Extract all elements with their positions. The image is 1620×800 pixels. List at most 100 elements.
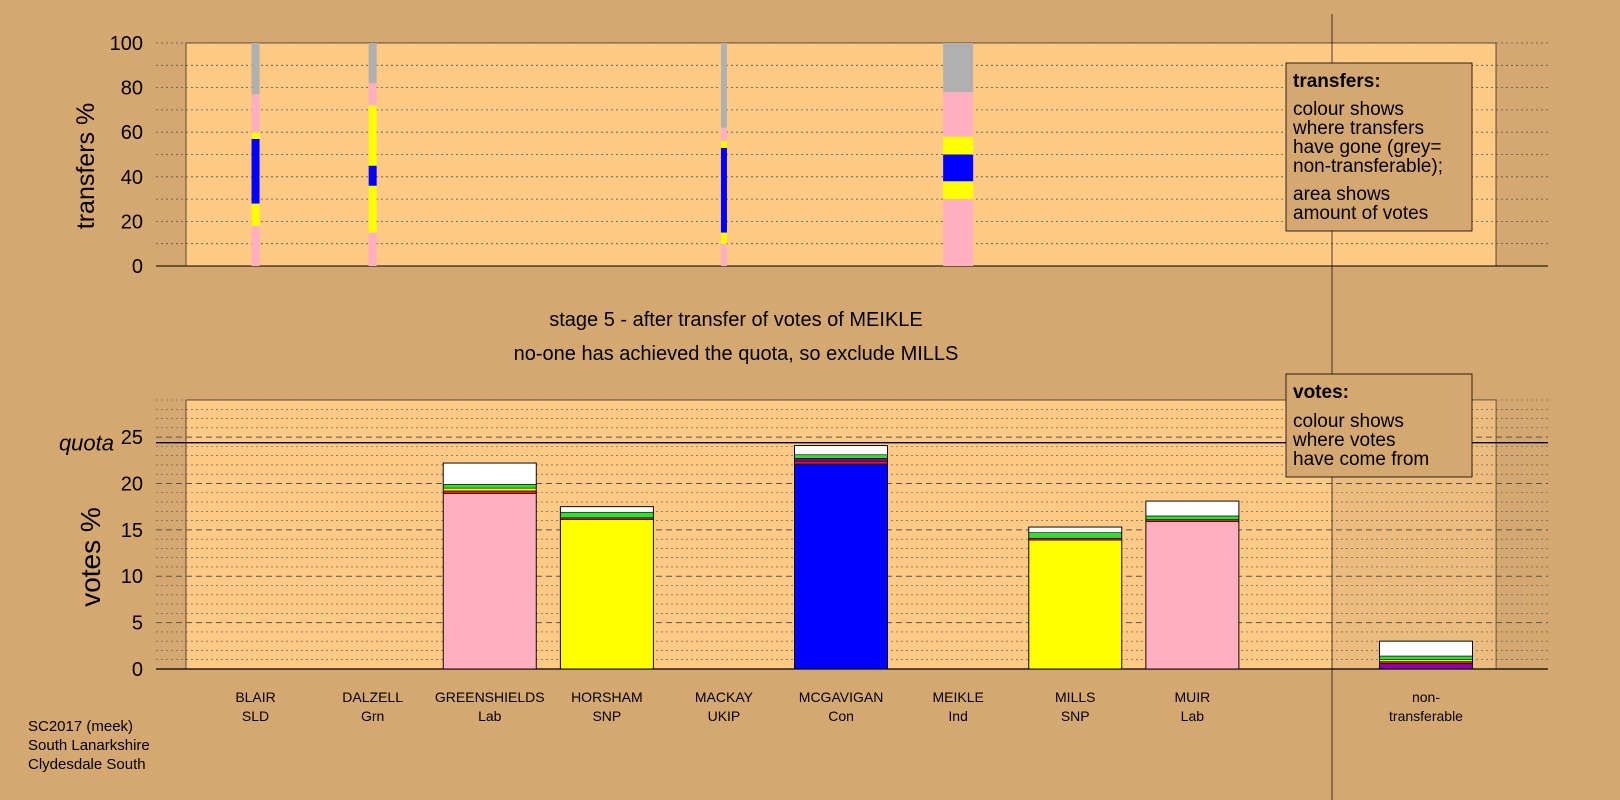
votes-legend-box	[1285, 373, 1473, 478]
transfers-chart: 0 20 40 60 80 100 transfers %	[72, 33, 1548, 278]
transfer-segment	[943, 154, 974, 182]
transfer-segment	[368, 43, 377, 84]
vote-segment	[1379, 640, 1473, 657]
vote-segment	[560, 519, 654, 670]
votes-tick-label: 0	[132, 659, 143, 681]
vote-bar-mcgavigan	[794, 445, 888, 670]
transfers-legend-line: area shows	[1293, 184, 1390, 205]
transfers-legend-line: colour shows	[1293, 99, 1404, 120]
transfers-legend-title: transfers:	[1293, 71, 1381, 92]
transfer-segment	[368, 165, 377, 186]
transfer-segment	[251, 138, 260, 204]
vote-segment	[1145, 500, 1240, 517]
votes-legend-line: where votes	[1292, 430, 1395, 451]
transfer-segment	[251, 132, 260, 139]
votes-legend-line: colour shows	[1293, 411, 1404, 432]
candidate-name-label: MUIR	[1174, 689, 1210, 705]
votes-legend-title: votes:	[1293, 382, 1349, 403]
transfer-segment	[368, 185, 377, 233]
vote-segment	[442, 484, 537, 489]
candidate-party-label: Lab	[1181, 708, 1205, 724]
vote-bar-outline	[794, 445, 888, 670]
vote-segment	[442, 493, 537, 670]
vote-segment	[560, 511, 654, 519]
candidate-party-label: UKIP	[708, 708, 741, 724]
transfer-segment	[251, 225, 260, 266]
candidate-party-label: Con	[828, 708, 854, 724]
nontransferable-label: transferable	[1389, 708, 1463, 724]
votes-tick-label: 25	[121, 427, 143, 449]
transfer-segment	[368, 232, 377, 266]
vote-segment	[1028, 526, 1123, 533]
candidate-name-label: BLAIR	[235, 689, 275, 705]
transfer-column-dalzell	[368, 43, 377, 266]
transfers-tick-label: 100	[110, 33, 143, 55]
candidate-name-label: MILLS	[1055, 689, 1095, 705]
vote-segment	[1028, 532, 1123, 539]
transfer-segment	[943, 136, 974, 155]
vote-bar-outline	[442, 462, 537, 670]
vote-segment	[1379, 655, 1473, 661]
vote-bar-horsham	[559, 506, 654, 670]
candidate-name-label: MEIKLE	[932, 689, 983, 705]
candidate-labels: BLAIR SLD DALZELL Grn GREENSHIELDS Lab HORSHAM…	[235, 689, 1463, 724]
transfer-segment	[943, 92, 974, 137]
transfer-segment	[720, 243, 727, 266]
transfer-column-meikle	[943, 43, 974, 266]
vote-bar-outline	[1028, 526, 1123, 670]
transfers-legend-line: amount of votes	[1293, 203, 1428, 224]
vote-segment	[794, 445, 888, 456]
vote-bar-nontransferable	[1379, 640, 1473, 670]
candidate-name-label: MCGAVIGAN	[799, 689, 884, 705]
vote-segment	[442, 462, 537, 485]
votes-tick-label: 10	[121, 566, 143, 588]
candidate-name-label: GREENSHIELDS	[435, 689, 545, 705]
transfer-column-mackay	[720, 43, 727, 266]
vote-bar-muir	[1145, 500, 1240, 670]
transfers-tick-label: 20	[121, 211, 143, 233]
transfers-columns	[251, 43, 974, 266]
vote-segment	[1028, 539, 1123, 670]
vote-bar-mills	[1028, 526, 1123, 670]
candidate-name-label: HORSHAM	[571, 689, 643, 705]
transfers-tick-label: 80	[121, 78, 143, 100]
votes-tick-label: 20	[121, 473, 143, 495]
source-line: Clydesdale South	[28, 756, 146, 773]
transfers-tick-label: 60	[121, 122, 143, 144]
transfer-segment	[720, 147, 727, 233]
transfers-legend-box	[1285, 62, 1473, 232]
candidate-name-label: DALZELL	[342, 689, 403, 705]
quota-label: quota	[59, 431, 114, 456]
vote-bar-outline	[1145, 500, 1240, 670]
votes-y-ticks: 0 5 10 15 20 25	[121, 427, 143, 681]
votes-tick-label: 15	[121, 520, 143, 542]
transfers-legend-line: have gone (grey=	[1293, 137, 1441, 158]
transfer-segment	[943, 181, 974, 200]
vote-segment	[1145, 521, 1240, 670]
candidate-party-label: SNP	[592, 708, 621, 724]
transfer-column-blair	[251, 43, 260, 266]
transfer-segment	[368, 83, 377, 106]
vote-segment	[1379, 663, 1473, 670]
vote-bar-outline	[1379, 640, 1473, 670]
candidate-party-label: Grn	[361, 708, 384, 724]
transfer-segment	[251, 43, 260, 95]
transfer-segment	[943, 43, 974, 93]
vote-bar-greenshields	[442, 462, 537, 670]
votes-bars	[442, 445, 1473, 670]
candidate-party-label: SNP	[1061, 708, 1090, 724]
transfer-segment	[720, 127, 727, 142]
vote-segment	[794, 460, 888, 465]
transfer-segment	[720, 141, 727, 148]
transfers-y-axis-label: transfers %	[72, 103, 100, 229]
transfer-segment	[251, 203, 260, 226]
vote-segment	[794, 458, 888, 462]
vote-bar-outline	[559, 506, 654, 670]
votes-legend: votes: colour shows where votes have com…	[1285, 373, 1473, 478]
transfers-tick-label: 0	[132, 256, 143, 278]
stage-title: stage 5 - after transfer of votes of MEI…	[549, 309, 923, 331]
vote-segment	[1145, 515, 1240, 520]
candidate-name-label: MACKAY	[695, 689, 754, 705]
transfer-segment	[251, 94, 260, 133]
